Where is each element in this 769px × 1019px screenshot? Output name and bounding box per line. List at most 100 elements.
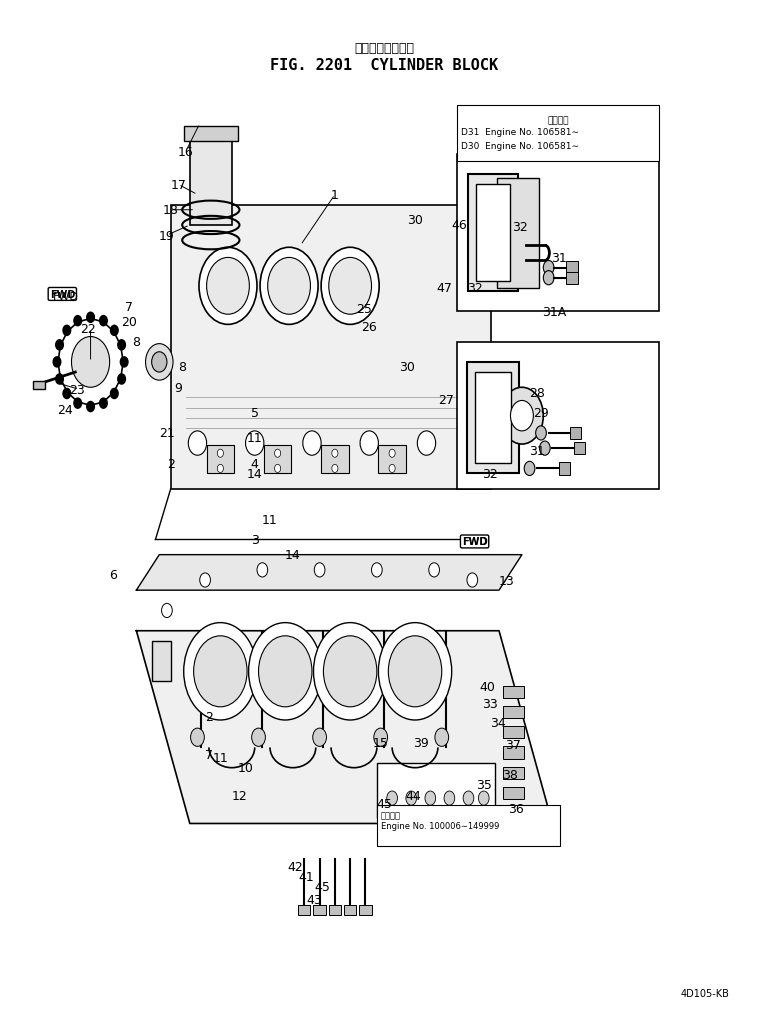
- Bar: [151, 641, 171, 682]
- Circle shape: [511, 401, 534, 431]
- Bar: [467, 363, 519, 474]
- Text: 22: 22: [81, 323, 96, 335]
- Text: 39: 39: [413, 736, 429, 749]
- Text: 11: 11: [247, 432, 262, 445]
- Circle shape: [303, 431, 321, 455]
- Text: 適用番号: 適用番号: [381, 810, 401, 819]
- Bar: [474, 373, 511, 464]
- Circle shape: [315, 564, 325, 578]
- Bar: [457, 342, 659, 489]
- Circle shape: [120, 358, 128, 368]
- Bar: [264, 445, 291, 474]
- Circle shape: [248, 623, 322, 720]
- Circle shape: [371, 564, 382, 578]
- Circle shape: [478, 791, 489, 805]
- Circle shape: [388, 636, 441, 707]
- Text: D31  Engine No. 106581∼: D31 Engine No. 106581∼: [461, 127, 579, 137]
- Circle shape: [258, 636, 312, 707]
- Text: 28: 28: [529, 386, 545, 399]
- Circle shape: [245, 431, 264, 455]
- Text: 31: 31: [551, 252, 567, 265]
- Text: 3: 3: [251, 533, 258, 546]
- Circle shape: [87, 403, 95, 413]
- Text: 24: 24: [58, 404, 73, 417]
- Text: 13: 13: [499, 574, 514, 587]
- Circle shape: [55, 375, 63, 385]
- Circle shape: [74, 316, 82, 326]
- Circle shape: [218, 465, 224, 473]
- Text: 31A: 31A: [542, 306, 566, 318]
- Circle shape: [111, 326, 118, 336]
- Text: 26: 26: [361, 321, 377, 333]
- Text: 42: 42: [288, 860, 303, 872]
- Text: 32: 32: [482, 468, 498, 481]
- Circle shape: [100, 398, 107, 409]
- Circle shape: [118, 340, 125, 351]
- Circle shape: [387, 791, 398, 805]
- Text: 36: 36: [508, 802, 524, 815]
- Text: 8: 8: [132, 336, 141, 348]
- Text: 11: 11: [262, 514, 278, 526]
- Text: シリンダブロック: シリンダブロック: [355, 42, 414, 55]
- Bar: [566, 272, 578, 284]
- Circle shape: [467, 574, 478, 588]
- Circle shape: [145, 344, 173, 381]
- Text: 14: 14: [285, 548, 301, 561]
- Text: 9: 9: [175, 381, 182, 394]
- Bar: [574, 442, 585, 454]
- Text: 8: 8: [178, 361, 186, 374]
- Circle shape: [275, 449, 281, 458]
- Bar: [329, 905, 341, 915]
- Text: 14: 14: [247, 468, 262, 481]
- Circle shape: [200, 574, 211, 588]
- Circle shape: [58, 320, 122, 406]
- Circle shape: [55, 340, 63, 351]
- Text: 11: 11: [212, 751, 228, 764]
- Text: 25: 25: [356, 303, 372, 315]
- Text: 30: 30: [399, 361, 415, 374]
- Text: FWD: FWD: [50, 289, 75, 300]
- Text: 47: 47: [436, 282, 452, 296]
- Bar: [321, 445, 348, 474]
- Circle shape: [63, 326, 71, 336]
- Polygon shape: [136, 631, 552, 823]
- Circle shape: [378, 623, 451, 720]
- Bar: [558, 463, 570, 475]
- Circle shape: [425, 791, 436, 805]
- Text: 38: 38: [502, 768, 518, 782]
- Text: 2: 2: [205, 711, 213, 723]
- Text: 6: 6: [109, 569, 118, 582]
- Bar: [457, 155, 659, 312]
- Bar: [468, 175, 518, 291]
- Text: 7: 7: [125, 301, 133, 313]
- Circle shape: [429, 564, 439, 578]
- Text: 35: 35: [476, 779, 491, 792]
- Circle shape: [543, 271, 554, 285]
- Text: 16: 16: [178, 147, 194, 159]
- Text: 29: 29: [533, 407, 549, 420]
- Bar: [359, 905, 371, 915]
- Bar: [344, 905, 356, 915]
- Text: FWD: FWD: [462, 537, 488, 547]
- Circle shape: [72, 337, 110, 388]
- Text: 適用番号: 適用番号: [548, 116, 569, 125]
- Text: 18: 18: [163, 204, 178, 217]
- Circle shape: [543, 261, 554, 275]
- Bar: [298, 905, 311, 915]
- Circle shape: [501, 388, 543, 444]
- Circle shape: [313, 729, 327, 747]
- Circle shape: [524, 462, 535, 476]
- Text: 34: 34: [490, 715, 505, 729]
- Bar: [503, 788, 524, 799]
- Circle shape: [188, 431, 207, 455]
- Text: 20: 20: [121, 316, 137, 328]
- Bar: [503, 747, 524, 759]
- Circle shape: [111, 389, 118, 399]
- Circle shape: [207, 258, 249, 315]
- Circle shape: [463, 791, 474, 805]
- Bar: [566, 262, 578, 274]
- Circle shape: [389, 449, 395, 458]
- Circle shape: [251, 729, 265, 747]
- Text: FWD: FWD: [52, 291, 78, 302]
- Circle shape: [260, 248, 318, 325]
